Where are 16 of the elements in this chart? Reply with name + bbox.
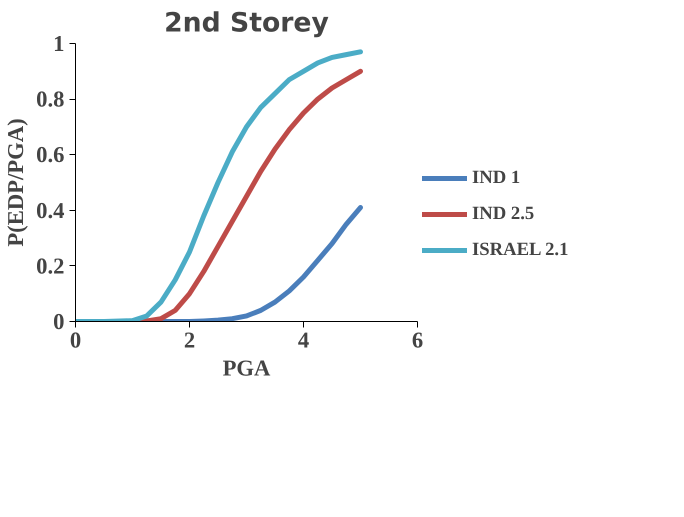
y-axis-title: P(EDP/PGA): [3, 118, 28, 247]
y-tick-label: 0.6: [36, 142, 65, 168]
x-tick-label: 0: [70, 328, 82, 352]
legend-label: ISRAEL 2.1: [472, 239, 568, 261]
y-tick-label: 0.2: [36, 253, 65, 278]
x-tick-label: 4: [298, 328, 310, 352]
chart-title: 2nd Storey: [164, 8, 329, 38]
legend-label: IND 2.5: [472, 203, 534, 225]
y-tick-label: 0.8: [36, 86, 65, 112]
legend-label: IND 1: [472, 167, 520, 189]
x-axis-title: PGA: [222, 356, 272, 380]
x-tick-label: 2: [184, 328, 196, 352]
y-tick-label: 0: [53, 309, 64, 334]
x-tick-label: 6: [412, 328, 424, 352]
y-tick-label: 1: [53, 31, 64, 56]
y-tick-label: 0.4: [36, 198, 65, 223]
